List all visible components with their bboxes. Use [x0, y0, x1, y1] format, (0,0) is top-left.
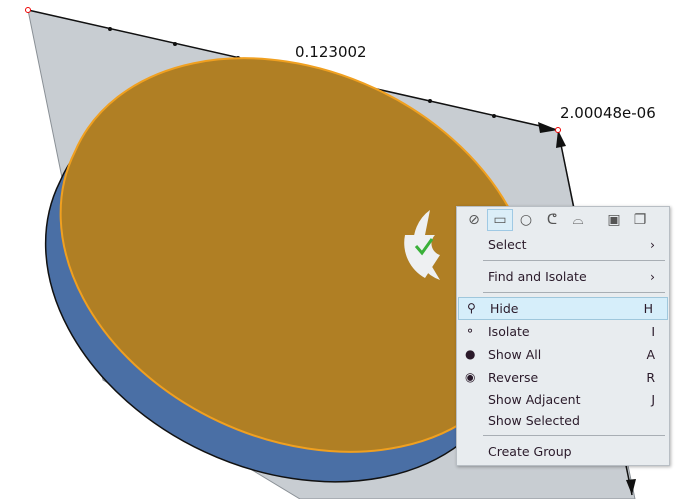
arrowhead: [556, 130, 566, 148]
endpoint[interactable]: [25, 7, 31, 13]
chevron-right-icon: ›: [650, 237, 655, 252]
menu-item-find-and-isolate[interactable]: Find and Isolate ›: [457, 265, 669, 288]
menu-item-reverse[interactable]: ◉ Reverse R: [457, 366, 669, 389]
no-filter-icon[interactable]: ⊘: [468, 212, 480, 228]
label: Isolate: [488, 324, 530, 339]
arrowhead: [538, 122, 558, 133]
endpoint[interactable]: [555, 127, 561, 133]
check-icon[interactable]: [414, 238, 434, 256]
width-dimension[interactable]: 0.123002: [295, 43, 367, 61]
arrowhead: [626, 479, 636, 495]
label: Find and Isolate: [488, 269, 587, 284]
menu-item-isolate[interactable]: ⚬ Isolate I: [457, 320, 669, 343]
hide-icon: ⚲: [467, 301, 476, 315]
box-icon[interactable]: ▣: [607, 212, 621, 228]
rectangle-select-icon[interactable]: ▭: [487, 209, 513, 231]
isolate-icon: ⚬: [465, 324, 476, 338]
shortcut: A: [646, 347, 655, 362]
menu-item-show-all[interactable]: ● Show All A: [457, 343, 669, 366]
show-all-icon: ●: [465, 347, 476, 361]
reverse-icon: ◉: [465, 370, 476, 384]
menu-item-create-group[interactable]: Create Group: [457, 440, 669, 463]
label: Select: [488, 237, 527, 252]
copy-icon[interactable]: ❐: [633, 212, 647, 228]
label: Reverse: [488, 370, 539, 385]
thickness-dimension[interactable]: 2.00048e-06: [560, 104, 656, 122]
context-menu: ⊘ ▭ ○ ᕦ ⌓ ▣ ❐ Select › Find and Isolate › …: [456, 206, 670, 466]
shortcut: I: [651, 324, 655, 339]
menu-item-hide[interactable]: ⚲ Hide H: [458, 297, 668, 320]
label: Hide: [490, 301, 519, 316]
divider: [483, 260, 665, 261]
shortcut: J: [651, 392, 655, 407]
label: Show All: [488, 347, 542, 362]
selection-toolbar: ⊘ ▭ ○ ᕦ ⌓ ▣ ❐: [457, 207, 669, 233]
shortcut: R: [646, 370, 655, 385]
menu-item-show-selected[interactable]: Show Selected: [457, 410, 669, 431]
lasso-select-icon[interactable]: ᕦ: [546, 212, 558, 228]
divider: [483, 435, 665, 436]
confirm-widget-left[interactable]: [404, 235, 440, 278]
polygon-select-icon[interactable]: ⌓: [572, 212, 584, 228]
shortcut: H: [643, 301, 653, 316]
label: Create Group: [488, 444, 572, 459]
chevron-right-icon: ›: [650, 269, 655, 284]
circle-select-icon[interactable]: ○: [519, 212, 533, 228]
divider: [483, 292, 665, 293]
menu-item-select[interactable]: Select ›: [457, 233, 669, 256]
menu-item-show-adjacent[interactable]: Show Adjacent J: [457, 389, 669, 410]
label: Show Selected: [488, 413, 580, 428]
label: Show Adjacent: [488, 392, 581, 407]
